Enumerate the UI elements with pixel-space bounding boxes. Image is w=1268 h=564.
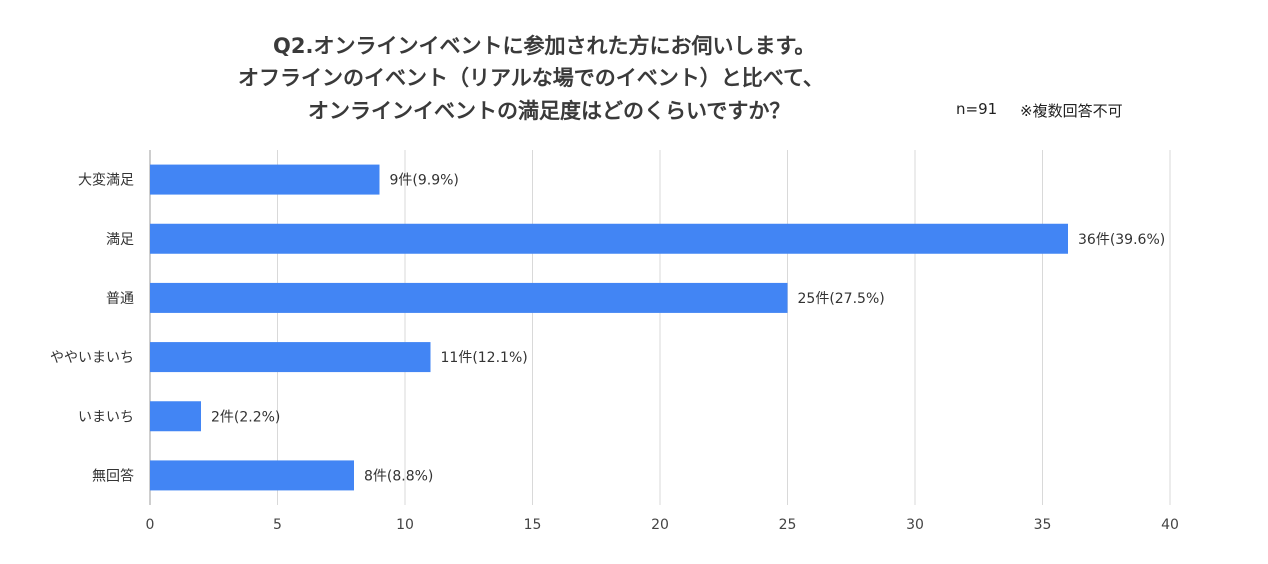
x-tick-label: 25 [779,517,797,533]
x-tick-label: 0 [146,517,155,533]
grid-layer [149,150,1171,505]
y-category-label: いまいち [78,409,134,425]
sample-size-note: n=91 [956,100,998,118]
x-tick-label: 20 [651,517,669,533]
y-category-label: 無回答 [92,467,134,484]
bar-layer [150,164,1068,491]
data-label: 11件(12.1%) [441,350,528,366]
chart-title-line-2: オフラインのイベント（リアルな場でのイベント）と比べて、 [238,66,824,90]
data-label: 2件(2.2%) [211,409,280,425]
x-tick-label: 35 [1034,517,1052,533]
data-label: 8件(8.8%) [364,468,433,484]
label-layer: 9件(9.9%) 36件(39.6%) 25件(27.5%) 11件(12.1%) 2件… [211,173,1165,485]
x-tick-label: 10 [396,517,414,533]
bar [150,164,380,195]
x-tick-label: 40 [1161,517,1179,533]
bar [150,342,431,373]
bar [150,223,1068,254]
y-category-label: 大変満足 [78,172,134,189]
answer-type-note: ※複数回答不可 [1020,102,1123,120]
y-category-label: 満足 [106,232,134,248]
y-category-label: 普通 [106,291,134,307]
bar [150,460,354,491]
x-tick-label: 5 [273,517,282,533]
bar [150,282,788,313]
x-tick-label: 15 [524,517,542,533]
x-tick-label: 30 [906,517,924,533]
data-label: 36件(39.6%) [1078,232,1165,248]
chart-title-line-1: Q2.オンラインイベントに参加された方にお伺いします。 [273,34,816,58]
data-label: 9件(9.9%) [390,173,459,189]
y-category-label: ややいまいち [50,350,134,366]
bar [150,401,201,432]
chart-title-line-3: オンラインイベントの満足度はどのくらいですか？ [308,99,791,123]
data-label: 25件(27.5%) [798,291,885,307]
